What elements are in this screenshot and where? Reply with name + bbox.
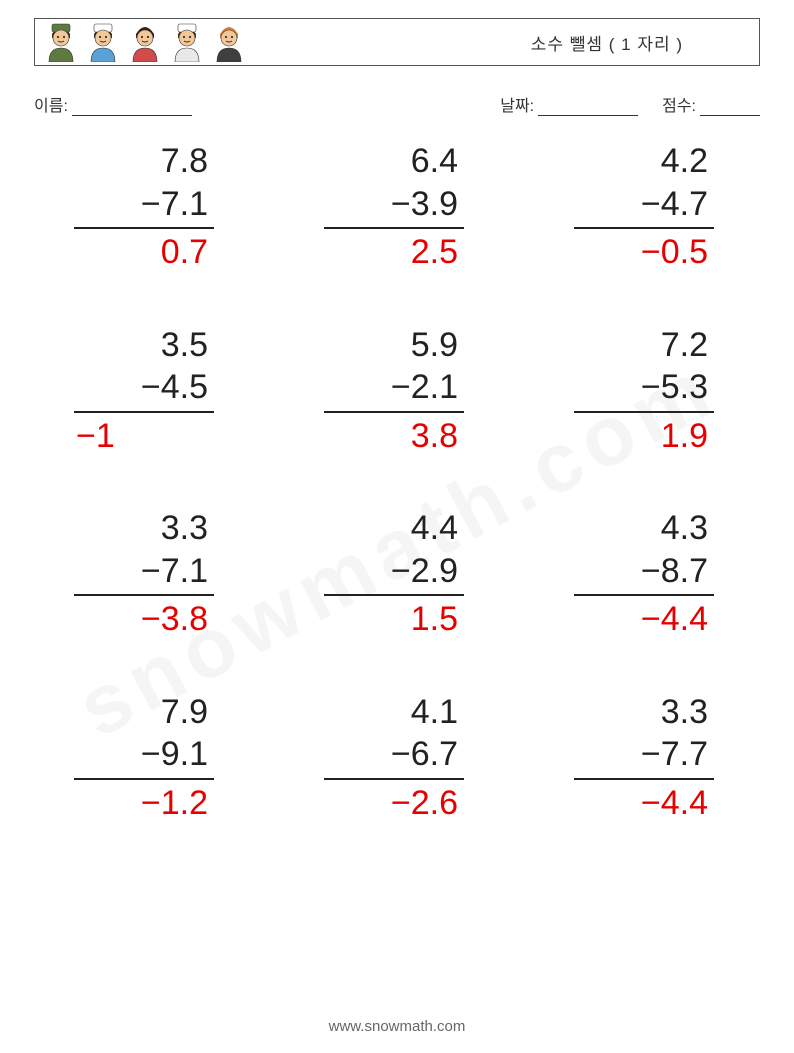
minuend: 7.8: [74, 140, 214, 183]
subtrahend: −5.3: [574, 366, 714, 413]
minuend: 6.4: [324, 140, 464, 183]
problem-3: 4.2 −4.7 −0.5: [574, 140, 714, 274]
subtrahend: −4.7: [574, 183, 714, 230]
answer: −3.8: [74, 596, 214, 641]
minuend: 4.1: [324, 691, 464, 734]
subtrahend: −2.9: [324, 550, 464, 597]
subtrahend: −7.7: [574, 733, 714, 780]
subtrahend: −2.1: [324, 366, 464, 413]
chef-icon: [169, 22, 205, 62]
answer: 2.5: [324, 229, 464, 274]
problem-5: 5.9 −2.1 3.8: [324, 324, 464, 458]
footer-url: www.snowmath.com: [0, 1018, 794, 1035]
score-line: [700, 101, 760, 116]
subtrahend: −6.7: [324, 733, 464, 780]
answer: −1: [74, 413, 214, 458]
worksheet-page: 소수 뺄셈 ( 1 자리 ) 이름: 날짜: 점수: snowmath.com …: [0, 0, 794, 1053]
minuend: 5.9: [324, 324, 464, 367]
answer: −0.5: [574, 229, 714, 274]
answer: 0.7: [74, 229, 214, 274]
minuend: 4.4: [324, 507, 464, 550]
nurse-icon: [85, 22, 121, 62]
problem-8: 4.4 −2.9 1.5: [324, 507, 464, 641]
date-label: 날짜:: [500, 92, 534, 116]
subtrahend: −9.1: [74, 733, 214, 780]
name-line: [72, 101, 192, 116]
soldier-icon: [43, 22, 79, 62]
date-field: 날짜:: [500, 92, 638, 116]
subtrahend: −4.5: [74, 366, 214, 413]
problem-2: 6.4 −3.9 2.5: [324, 140, 464, 274]
minuend: 4.2: [574, 140, 714, 183]
header-box: 소수 뺄셈 ( 1 자리 ): [34, 18, 760, 66]
subtrahend: −8.7: [574, 550, 714, 597]
problem-12: 3.3 −7.7 −4.4: [574, 691, 714, 825]
problem-7: 3.3 −7.1 −3.8: [74, 507, 214, 641]
answer: 3.8: [324, 413, 464, 458]
minuend: 4.3: [574, 507, 714, 550]
subtrahend: −7.1: [74, 550, 214, 597]
minuend: 3.3: [574, 691, 714, 734]
minuend: 7.2: [574, 324, 714, 367]
avatar-row: [43, 22, 247, 62]
name-label: 이름:: [34, 92, 68, 116]
answer: −4.4: [574, 596, 714, 641]
subtrahend: −3.9: [324, 183, 464, 230]
minuend: 7.9: [74, 691, 214, 734]
minuend: 3.3: [74, 507, 214, 550]
name-field: 이름:: [34, 92, 192, 116]
problem-10: 7.9 −9.1 −1.2: [74, 691, 214, 825]
problem-1: 7.8 −7.1 0.7: [74, 140, 214, 274]
worksheet-title: 소수 뺄셈 ( 1 자리 ): [531, 30, 683, 55]
problem-11: 4.1 −6.7 −2.6: [324, 691, 464, 825]
date-line: [538, 101, 638, 116]
problem-9: 4.3 −8.7 −4.4: [574, 507, 714, 641]
answer: 1.9: [574, 413, 714, 458]
answer: −1.2: [74, 780, 214, 825]
fields-row: 이름: 날짜: 점수:: [34, 92, 760, 116]
problem-4: 3.5 −4.5 −1: [74, 324, 214, 458]
answer: −4.4: [574, 780, 714, 825]
answer: −2.6: [324, 780, 464, 825]
subtrahend: −7.1: [74, 183, 214, 230]
score-field: 점수:: [662, 92, 760, 116]
problems-grid: 7.8 −7.1 0.7 6.4 −3.9 2.5 4.2 −4.7 −0.5 …: [74, 140, 734, 824]
server-icon: [211, 22, 247, 62]
minuend: 3.5: [74, 324, 214, 367]
problem-6: 7.2 −5.3 1.9: [574, 324, 714, 458]
woman-icon: [127, 22, 163, 62]
score-label: 점수:: [662, 92, 696, 116]
answer: 1.5: [324, 596, 464, 641]
